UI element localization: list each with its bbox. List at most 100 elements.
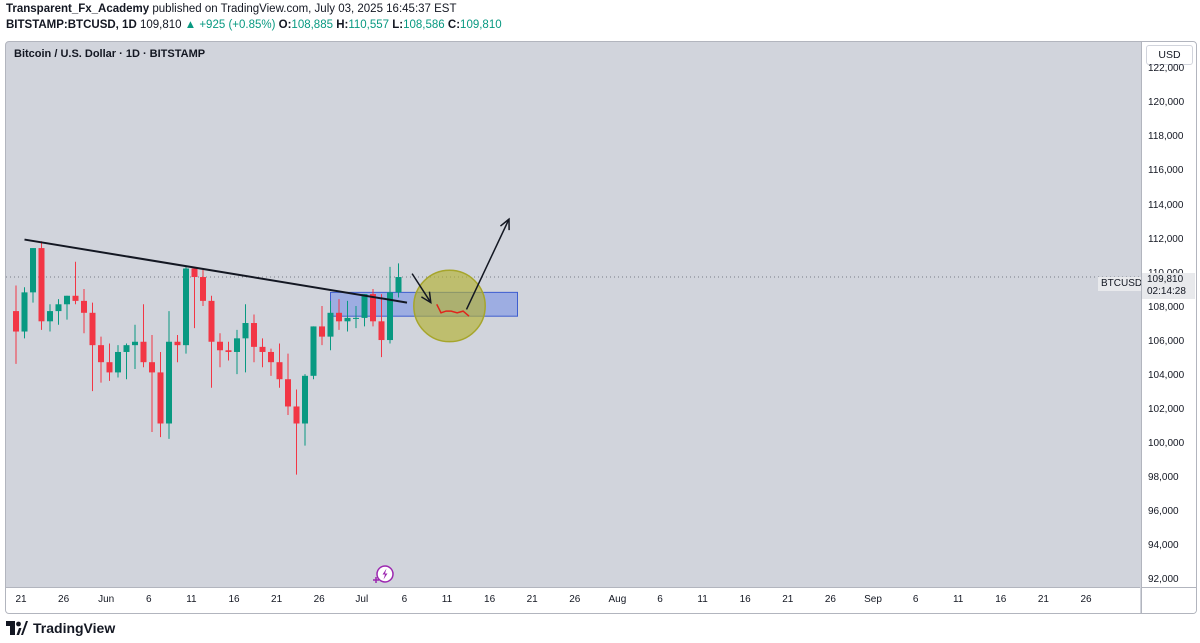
price-tick-label: 122,000 <box>1148 63 1185 75</box>
candle-body <box>166 341 172 424</box>
candle-body <box>370 294 376 322</box>
candle-body <box>259 346 266 352</box>
time-tick-label: 26 <box>58 594 70 605</box>
price-tick-label: 92,000 <box>1148 574 1179 586</box>
time-tick-label: 21 <box>782 594 794 605</box>
time-tick-label: 26 <box>569 594 581 605</box>
price-tick-label: 120,000 <box>1148 97 1185 109</box>
price-tick-label: 96,000 <box>1148 506 1179 518</box>
chart-frame: Bitcoin / U.S. Dollar · 1D · BITSTAMP BT… <box>5 41 1197 614</box>
open-value: 108,885 <box>291 19 333 31</box>
chart-plot-area[interactable]: Bitcoin / U.S. Dollar · 1D · BITSTAMP <box>6 42 1140 587</box>
price-tick-label: 100,000 <box>1148 437 1185 449</box>
last-price-label: 109,810 02:14:28 <box>1142 273 1195 299</box>
candle-body <box>225 350 232 352</box>
candle-body <box>327 312 334 337</box>
trendline <box>24 238 408 304</box>
candle-body <box>234 338 240 352</box>
lightning-events-icon[interactable] <box>372 563 394 585</box>
candle-body <box>183 268 189 346</box>
candle-body <box>242 323 249 339</box>
candle-body <box>140 341 147 363</box>
time-tick-label: 6 <box>912 594 919 605</box>
time-tick-label: 21 <box>1037 594 1049 605</box>
time-tick-label: 21 <box>271 594 283 605</box>
time-axis[interactable]: 21 26 Jun 6 11 16 21 26 Jul 6 11 16 21 26 Aug 6 11 16 21 26… <box>6 587 1140 613</box>
price-tick-label: 116,000 <box>1148 165 1184 177</box>
currency-button[interactable]: USD <box>1146 45 1193 65</box>
price-tick-label: 118,000 <box>1148 131 1184 143</box>
candle-body <box>319 326 325 337</box>
time-tick-label: 26 <box>824 594 836 605</box>
footer-brand: TradingView <box>33 620 116 636</box>
high-label: H: <box>336 19 349 31</box>
price-tick-label: 104,000 <box>1148 369 1185 381</box>
time-tick-label: 21 <box>526 594 538 605</box>
time-tick-label: Aug <box>608 594 627 605</box>
red-projection-path <box>436 303 470 317</box>
time-tick-label: 6 <box>401 594 408 605</box>
time-tick-label: 6 <box>657 594 663 605</box>
last-price: 109,810 <box>139 19 182 31</box>
candle-body <box>387 292 393 341</box>
highlight-circle <box>413 269 486 343</box>
candle-body <box>395 277 402 293</box>
price-tick-label: 102,000 <box>1148 403 1185 415</box>
axis-corner <box>1141 587 1196 613</box>
tradingview-logo-icon <box>6 621 28 635</box>
candle-body <box>217 341 223 351</box>
candle-body <box>268 351 274 363</box>
time-tick-label: 16 <box>484 594 496 605</box>
arrow-up-head <box>499 217 510 231</box>
time-tick-label: 16 <box>228 594 240 605</box>
price-tick-label: 98,000 <box>1148 472 1179 483</box>
candle-body <box>276 362 283 380</box>
symbol-tag: BTCUSD <box>1098 277 1146 291</box>
price-change: +925 (+0.85%) <box>199 19 276 31</box>
candle-body <box>72 295 79 301</box>
chart-title: Bitcoin / U.S. Dollar · 1D · BITSTAMP <box>14 48 206 60</box>
arrow-down-head <box>421 291 432 305</box>
price-tick-label: 114,000 <box>1148 199 1184 211</box>
ohlc-line: BITSTAMP:BTCUSD, 1D 109,810 ▲ +925 (+0.8… <box>6 19 502 31</box>
candle-body <box>30 248 36 293</box>
time-tick-label: 26 <box>313 594 325 605</box>
arrow-up-shaft <box>465 218 510 310</box>
candle-body <box>353 317 359 319</box>
symbol-name: BITSTAMP:BTCUSD, 1D <box>6 19 137 31</box>
candle-body <box>285 379 291 407</box>
candle-body <box>21 292 28 332</box>
footer: TradingView <box>6 619 115 637</box>
candle-body <box>378 321 385 341</box>
candle-body <box>55 304 62 312</box>
price-tick-label: 108,000 <box>1148 301 1185 313</box>
candle-body <box>302 375 308 424</box>
candle-body <box>81 300 87 313</box>
candle-body <box>336 312 342 322</box>
low-value: 108,586 <box>403 19 445 31</box>
candle-body <box>293 406 300 424</box>
arrow-down-shaft <box>411 273 432 303</box>
time-tick-label: Sep <box>864 594 882 605</box>
price-tick-label: 112,000 <box>1148 233 1184 245</box>
low-label: L: <box>392 19 404 31</box>
candle-body <box>251 323 257 347</box>
close-value: 109,810 <box>460 19 502 31</box>
candle-body <box>344 317 351 322</box>
candle-body <box>310 326 317 376</box>
candle-body <box>200 277 206 301</box>
author-name[interactable]: Transparent_Fx_Academy <box>6 3 150 15</box>
time-tick-label: 21 <box>15 594 27 605</box>
open-label: O: <box>278 19 292 31</box>
time-tick-label: 11 <box>952 594 964 605</box>
time-tick-label: Jun <box>98 594 115 605</box>
time-tick-label: 11 <box>186 594 197 605</box>
candle-body <box>157 372 164 424</box>
candle-body <box>132 341 138 346</box>
time-tick-label: 11 <box>441 594 453 605</box>
price-axis[interactable]: USD 122,000 120,000 118,000 116,000 114,000 1… <box>1141 42 1196 613</box>
candle-body <box>13 311 19 332</box>
last-price-label-value: 109,810 <box>1147 274 1184 285</box>
time-tick-label: 6 <box>146 594 152 605</box>
bar-countdown: 02:14:28 <box>1147 286 1186 297</box>
